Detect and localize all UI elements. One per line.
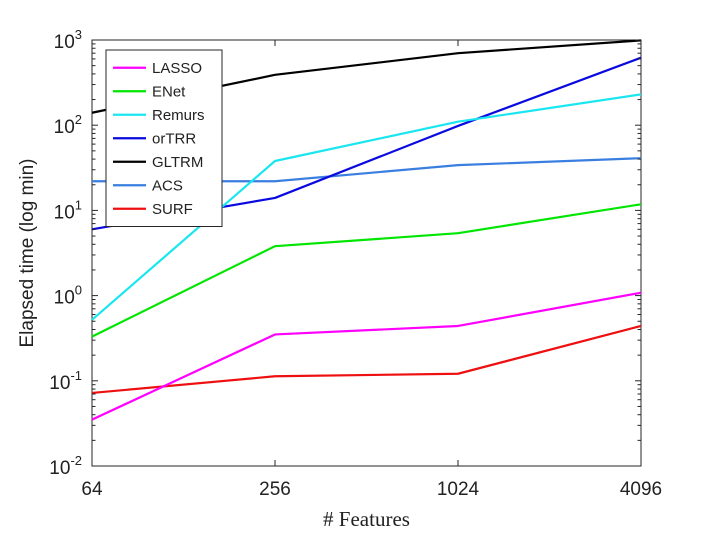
x-tick-label: 1024	[437, 479, 480, 500]
y-tick-label: 102	[54, 112, 82, 138]
y-tick-label: 100	[54, 283, 82, 309]
legend-label: LASSO	[152, 60, 202, 77]
y-tick-base: 10	[54, 202, 75, 223]
series-line-surf	[91, 324, 642, 395]
legend-label: ENet	[152, 83, 186, 100]
legend-label: orTRR	[152, 130, 196, 147]
legend-label: SURF	[152, 201, 193, 218]
x-axis-title: # Features	[323, 507, 410, 531]
x-tick-label: 4096	[620, 479, 662, 500]
legend: LASSO ENet Remurs orTRR GLTRM ACS SURF	[105, 49, 223, 227]
y-tick-base: 10	[54, 117, 75, 138]
x-tick-label: 256	[259, 479, 291, 500]
y-tick-label: 101	[54, 197, 82, 223]
legend-label: ACS	[152, 177, 183, 194]
legend-label: Remurs	[152, 107, 205, 124]
y-tick-exponent: 1	[75, 197, 82, 212]
y-tick-exponent: -1	[70, 368, 82, 383]
plot-layer	[91, 39, 642, 467]
y-tick-base: 10	[49, 373, 70, 394]
y-tick-exponent: 3	[75, 27, 82, 42]
y-tick-exponent: 2	[75, 112, 82, 127]
y-tick-label: 10-1	[49, 368, 82, 394]
y-axis-title: Elapsed time (log min)	[17, 158, 38, 347]
y-tick-label: 103	[54, 27, 82, 53]
y-tick-base: 10	[49, 458, 70, 479]
legend-box	[105, 49, 223, 227]
series-line-lasso	[91, 291, 642, 421]
x-tick-label: 64	[81, 479, 103, 500]
series-line-remurs	[91, 93, 642, 321]
plot-frame	[91, 39, 642, 467]
legend-label: GLTRM	[152, 154, 203, 171]
y-tick-base: 10	[54, 32, 75, 53]
y-tick-base: 10	[54, 288, 75, 309]
y-tick-exponent: 0	[75, 283, 82, 298]
y-tick-exponent: -2	[70, 453, 82, 468]
y-tick-label: 10-2	[49, 453, 82, 479]
series-line-enet	[91, 203, 642, 338]
